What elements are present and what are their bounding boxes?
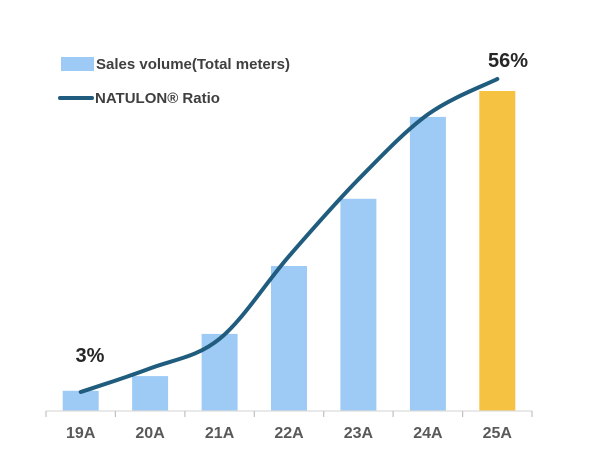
- chart-legend: Sales volume(Total meters) NATULON® Rati…: [58, 56, 290, 124]
- x-axis-label-21A: 21A: [205, 425, 235, 442]
- bar-19A: [62, 390, 99, 411]
- legend-item-sales-volume: Sales volume(Total meters): [58, 55, 290, 73]
- bar-series-swatch-icon: [61, 57, 94, 71]
- x-axis-label-19A: 19A: [66, 425, 96, 442]
- bar-23A: [340, 198, 377, 411]
- bar-25A: [479, 91, 516, 411]
- legend-label-sales-volume: Sales volume(Total meters): [96, 55, 290, 73]
- legend-item-natulon-ratio: NATULON® Ratio: [58, 89, 290, 107]
- x-axis-label-23A: 23A: [344, 425, 374, 442]
- data-label-end-ratio: 56%: [487, 50, 529, 72]
- data-label-start-ratio: 3%: [75, 345, 105, 367]
- ratio-line: [78, 77, 500, 394]
- x-axis-label-25A: 25A: [483, 425, 513, 442]
- x-axis-label-20A: 20A: [135, 425, 165, 442]
- legend-label-natulon-ratio: NATULON® Ratio: [95, 89, 220, 107]
- x-axis-label-24A: 24A: [413, 425, 443, 442]
- bar-20A: [132, 376, 169, 411]
- bar-24A: [409, 116, 446, 412]
- bar-22A: [271, 266, 307, 411]
- line-series-swatch-icon: [58, 96, 94, 100]
- x-axis-label-22A: 22A: [274, 425, 304, 442]
